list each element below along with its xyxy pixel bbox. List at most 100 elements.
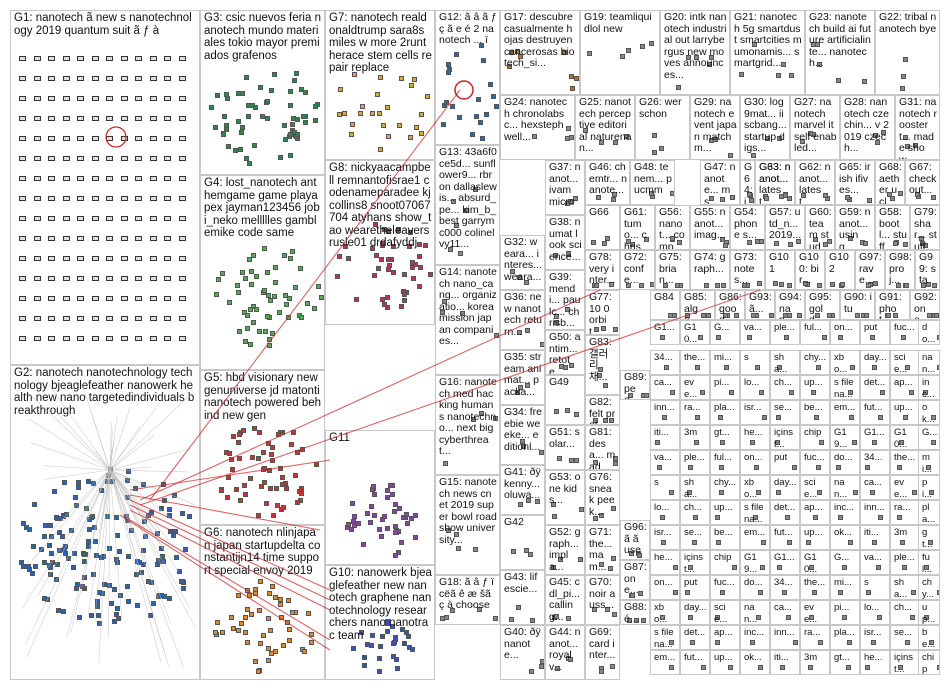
small-group[interactable]: içinst... — [890, 650, 920, 675]
graph-node[interactable] — [110, 478, 115, 484]
graph-node[interactable] — [923, 390, 929, 395]
graph-node[interactable] — [626, 239, 632, 245]
graph-node[interactable] — [33, 276, 41, 281]
graph-node[interactable] — [509, 50, 514, 56]
graph-node[interactable] — [71, 564, 77, 570]
graph-node[interactable] — [282, 122, 288, 128]
graph-node[interactable] — [282, 292, 288, 298]
graph-node[interactable] — [91, 276, 99, 281]
graph-node[interactable] — [246, 592, 252, 598]
graph-node[interactable] — [295, 131, 301, 137]
graph-node[interactable] — [409, 646, 415, 652]
graph-node[interactable] — [596, 195, 602, 201]
graph-node[interactable] — [268, 627, 273, 633]
graph-node[interactable] — [288, 441, 294, 447]
graph-node[interactable] — [490, 93, 496, 99]
graph-node[interactable] — [135, 256, 142, 261]
graph-node[interactable] — [48, 76, 55, 81]
graph-node[interactable] — [612, 139, 618, 145]
group-g68[interactable]: G68: aether ucl... — [875, 160, 905, 205]
graph-node[interactable] — [297, 265, 303, 271]
graph-node[interactable] — [106, 583, 112, 589]
small-group[interactable]: up... — [800, 375, 830, 400]
graph-node[interactable] — [346, 522, 352, 528]
graph-node[interactable] — [269, 88, 275, 94]
graph-node[interactable] — [741, 282, 747, 288]
graph-node[interactable] — [898, 665, 904, 670]
graph-node[interactable] — [164, 256, 171, 261]
graph-node[interactable] — [730, 195, 736, 201]
graph-node[interactable] — [518, 502, 524, 508]
graph-node[interactable] — [587, 51, 593, 57]
graph-node[interactable] — [808, 131, 814, 137]
group-g8[interactable]: G8: nickyaacampbell remnantofisrae1 code… — [325, 160, 435, 325]
graph-node[interactable] — [866, 282, 872, 288]
graph-node[interactable] — [655, 440, 661, 445]
graph-node[interactable] — [899, 540, 905, 545]
small-group[interactable]: inc... — [740, 625, 770, 650]
small-group[interactable]: pi... — [830, 600, 860, 625]
graph-node[interactable] — [133, 572, 139, 578]
graph-node[interactable] — [236, 440, 242, 446]
graph-node[interactable] — [758, 390, 764, 395]
group-g71[interactable]: G71: the... mam... — [585, 525, 620, 575]
graph-node[interactable] — [748, 197, 754, 203]
graph-node[interactable] — [532, 134, 538, 140]
graph-node[interactable] — [106, 76, 113, 81]
graph-node[interactable] — [708, 195, 714, 201]
small-group[interactable]: sha... — [680, 475, 710, 500]
graph-node[interactable] — [77, 276, 84, 281]
graph-node[interactable] — [838, 590, 844, 595]
graph-node[interactable] — [243, 630, 249, 636]
small-group[interactable]: isr... — [650, 525, 680, 550]
group-g31[interactable]: G31: nanotech roostert... made show... — [895, 95, 940, 160]
graph-node[interactable] — [594, 282, 600, 288]
graph-node[interactable] — [270, 513, 276, 519]
graph-node[interactable] — [164, 116, 171, 121]
graph-node[interactable] — [235, 283, 241, 289]
graph-node[interactable] — [135, 296, 142, 301]
graph-node[interactable] — [120, 316, 128, 321]
graph-node[interactable] — [213, 629, 219, 635]
graph-node[interactable] — [401, 272, 407, 278]
graph-node[interactable] — [747, 191, 753, 197]
graph-node[interactable] — [932, 283, 938, 288]
group-g45[interactable]: G45: cdl_pi... calling... — [545, 575, 585, 625]
graph-node[interactable] — [226, 474, 232, 480]
small-group[interactable]: G... — [830, 550, 860, 575]
graph-node[interactable] — [235, 91, 241, 97]
group-g25[interactable]: G25: nanotech perceptive editorial natur… — [575, 95, 635, 160]
graph-node[interactable] — [237, 498, 243, 504]
graph-node[interactable] — [31, 544, 37, 550]
group-g91[interactable]: G91: phot... — [875, 290, 910, 320]
graph-node[interactable] — [811, 590, 817, 595]
graph-node[interactable] — [164, 156, 171, 161]
graph-node[interactable] — [243, 74, 249, 80]
small-group[interactable]: em... — [740, 525, 770, 550]
graph-node[interactable] — [669, 191, 674, 197]
small-group[interactable]: G... — [710, 320, 740, 345]
graph-node[interactable] — [258, 578, 264, 584]
graph-node[interactable] — [135, 316, 142, 321]
graph-node[interactable] — [861, 78, 867, 84]
graph-node[interactable] — [281, 505, 287, 511]
graph-node[interactable] — [896, 283, 902, 288]
graph-node[interactable] — [308, 639, 314, 645]
group-g46[interactable]: G46: chemtr... nanote... — [585, 160, 630, 205]
graph-node[interactable] — [813, 237, 819, 243]
graph-node[interactable] — [253, 307, 259, 313]
graph-node[interactable] — [788, 390, 794, 395]
graph-node[interactable] — [63, 511, 69, 517]
graph-node[interactable] — [729, 390, 735, 395]
group-g21[interactable]: G21: nanotech 5g smartdust smartcities m… — [730, 10, 805, 95]
graph-node[interactable] — [256, 607, 262, 613]
graph-node[interactable] — [261, 633, 267, 639]
graph-node[interactable] — [815, 41, 821, 47]
group-g53[interactable]: G53: one kids... — [545, 470, 585, 525]
group-g89[interactable]: G89: peo... — [620, 370, 650, 400]
graph-node[interactable] — [260, 467, 266, 473]
graph-node[interactable] — [269, 584, 275, 590]
graph-node[interactable] — [391, 509, 397, 515]
graph-node[interactable] — [389, 623, 395, 629]
group-g7[interactable]: G7: nanotech realdonaldtrump sara8smiles… — [325, 10, 435, 160]
